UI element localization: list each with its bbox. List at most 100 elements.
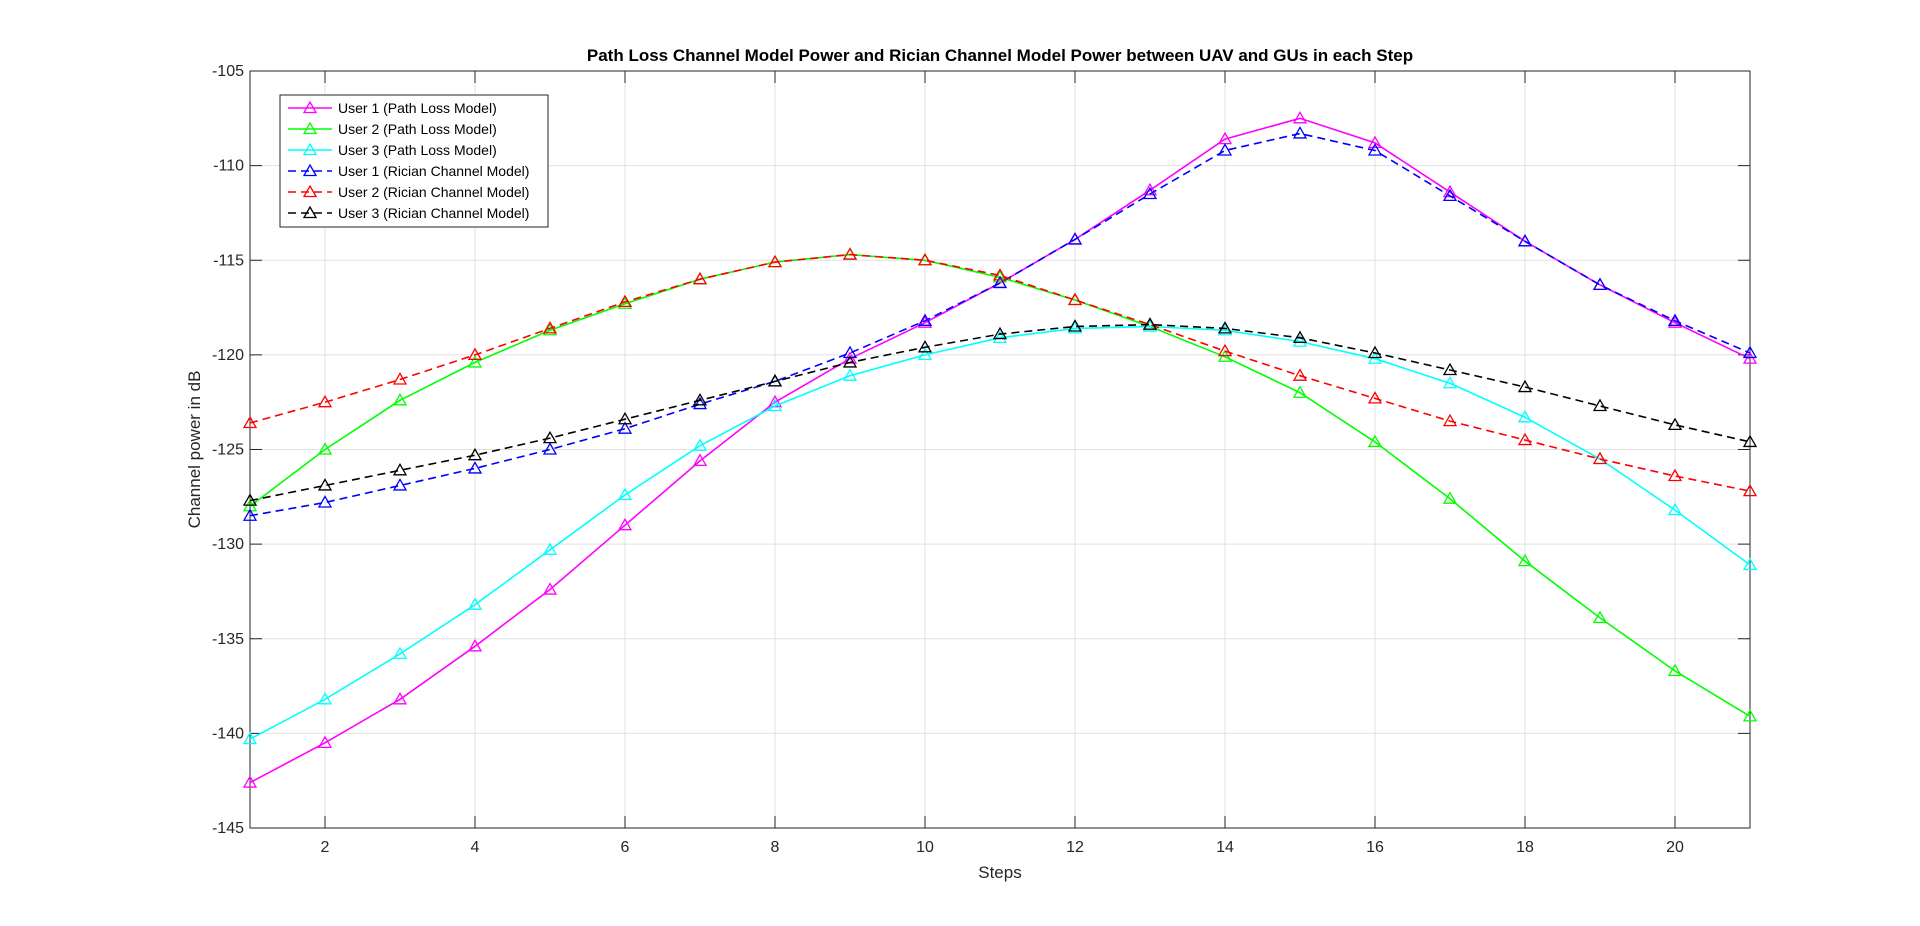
- data-point-marker: [992, 269, 1008, 283]
- data-point-marker: [542, 321, 558, 334]
- x-tick-label: 4: [471, 839, 480, 856]
- data-point-marker: [1067, 321, 1083, 334]
- data-point-marker: [467, 355, 483, 368]
- legend-label: User 2 (Rician Channel Model): [338, 184, 529, 200]
- axis-ticks: 2 4 6 8 10 12 14 16 18 20 -145 -140 -135 -130 -125 -120…: [212, 63, 1750, 856]
- data-point-marker: [1217, 321, 1233, 334]
- y-tick-label: -115: [213, 252, 244, 269]
- series-3: [242, 319, 1758, 745]
- data-point-marker: [542, 542, 558, 555]
- data-point-marker: [1292, 368, 1308, 381]
- legend-marker: [302, 142, 318, 156]
- data-point-marker: [317, 442, 333, 455]
- series-line: [249, 117, 1751, 784]
- data-point-marker: [1667, 468, 1683, 482]
- series-4: [242, 126, 1758, 521]
- data-point-marker: [767, 398, 783, 412]
- data-point-marker: [842, 247, 858, 260]
- data-point-marker: [692, 396, 708, 410]
- data-point-marker: [1067, 232, 1083, 245]
- legend-marker: [302, 184, 318, 198]
- data-point-marker: [1217, 143, 1233, 156]
- data-point-marker: [467, 597, 483, 610]
- data-point-marker: [617, 294, 633, 308]
- data-point-marker: [1442, 188, 1458, 202]
- data-point-marker: [1442, 362, 1458, 376]
- data-point-marker: [617, 487, 633, 501]
- data-point-marker: [992, 326, 1008, 340]
- y-tick-label: -140: [212, 725, 244, 742]
- data-point-marker: [317, 735, 333, 748]
- legend-entry: User 1 (Rician Channel Model): [288, 163, 529, 179]
- series-line: [249, 253, 1751, 492]
- legend-marker: [302, 100, 318, 114]
- data-point-marker: [917, 339, 933, 353]
- data-point-marker: [1517, 234, 1533, 247]
- data-point-marker: [242, 493, 258, 506]
- data-point-marker: [1442, 375, 1458, 389]
- data-point-marker: [242, 731, 258, 745]
- y-tick-label: -120: [212, 347, 244, 364]
- x-tick-label: 12: [1066, 839, 1084, 856]
- x-tick-label: 8: [771, 839, 780, 856]
- data-point-marker: [992, 330, 1008, 343]
- series-line: [249, 325, 1751, 740]
- data-point-marker: [242, 415, 258, 429]
- data-point-marker: [1292, 111, 1308, 124]
- data-point-marker: [1067, 319, 1083, 332]
- data-point-marker: [1667, 502, 1683, 516]
- legend-entry: User 3 (Path Loss Model): [288, 142, 497, 158]
- data-point-marker: [542, 582, 558, 595]
- data-point-marker: [467, 347, 483, 361]
- legend-entry: User 2 (Rician Channel Model): [288, 184, 529, 200]
- data-point-marker: [1667, 663, 1683, 677]
- data-point-marker: [392, 478, 408, 491]
- data-point-marker: [1592, 277, 1608, 291]
- legend-label: User 1 (Rician Channel Model): [338, 163, 529, 179]
- data-point-marker: [1367, 143, 1383, 156]
- legend-label: User 3 (Path Loss Model): [338, 142, 497, 158]
- x-tick-label: 2: [321, 839, 330, 856]
- data-point-marker: [917, 313, 933, 326]
- data-point-marker: [692, 438, 708, 451]
- series-5: [242, 247, 1758, 497]
- data-point-marker: [542, 430, 558, 444]
- series-line: [249, 323, 1751, 502]
- data-point-marker: [1292, 126, 1308, 139]
- legend-marker: [302, 205, 318, 219]
- data-point-marker: [1592, 398, 1608, 412]
- data-point-marker: [692, 392, 708, 406]
- data-point-marker: [317, 478, 333, 491]
- data-point-marker: [1442, 491, 1458, 504]
- y-tick-label: -125: [212, 442, 244, 459]
- y-tick-label: -105: [212, 63, 244, 80]
- data-point-marker: [692, 453, 708, 467]
- legend-marker: [302, 121, 318, 135]
- data-point-marker: [767, 374, 783, 387]
- data-point-marker: [692, 271, 708, 285]
- x-tick-label: 16: [1366, 839, 1384, 856]
- data-point-marker: [542, 322, 558, 336]
- data-point-marker: [1292, 385, 1308, 398]
- data-point-marker: [1742, 709, 1758, 722]
- series-6: [242, 317, 1758, 506]
- y-tick-label: -145: [212, 820, 244, 837]
- y-tick-label: -110: [213, 158, 244, 175]
- x-tick-label: 10: [916, 839, 934, 856]
- legend: User 1 (Path Loss Model) User 2 (Path Los…: [279, 94, 549, 228]
- series-group: [242, 111, 1758, 788]
- x-axis-title: Steps: [978, 863, 1021, 882]
- data-point-marker: [1667, 313, 1683, 326]
- data-point-marker: [317, 394, 333, 408]
- data-point-marker: [617, 517, 633, 531]
- x-tick-label: 14: [1216, 839, 1234, 856]
- x-tick-label: 20: [1666, 839, 1684, 856]
- data-point-marker: [1217, 322, 1233, 336]
- y-tick-label: -130: [212, 536, 244, 553]
- legend-label: User 2 (Path Loss Model): [338, 121, 497, 137]
- data-point-marker: [1442, 413, 1458, 427]
- data-point-marker: [1592, 610, 1608, 624]
- data-point-marker: [1367, 135, 1383, 149]
